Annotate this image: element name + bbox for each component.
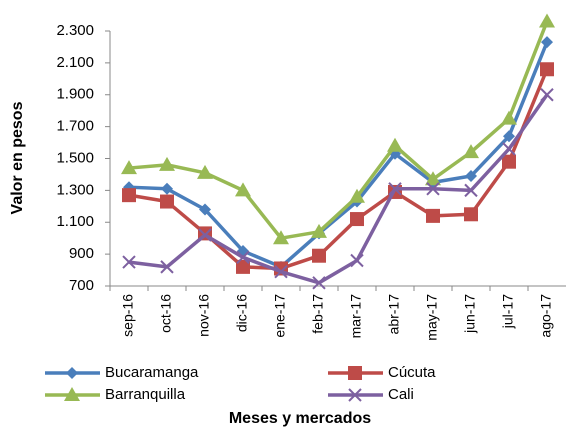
- y-tick-label: 1.900: [56, 86, 94, 103]
- x-tick-label: may-17: [424, 294, 440, 341]
- point: [121, 160, 137, 175]
- legend-label: Bucaramanga: [105, 364, 199, 381]
- legend-marker: [64, 387, 80, 401]
- x-tick-label: nov-16: [196, 294, 212, 337]
- point: [236, 250, 250, 265]
- y-tick-label: 2.100: [56, 54, 94, 71]
- point: [426, 182, 440, 196]
- point: [274, 264, 288, 279]
- point: [159, 156, 175, 171]
- point: [425, 171, 441, 186]
- point: [312, 276, 326, 290]
- y-tick-label: 900: [69, 245, 94, 262]
- series-line: [128, 41, 549, 269]
- legend-label: Cúcuta: [388, 364, 436, 381]
- point: [199, 203, 211, 216]
- point: [160, 260, 174, 274]
- series-line: [128, 20, 549, 240]
- x-tick-label: mar-17: [348, 294, 364, 339]
- x-tick-label: jul-17: [500, 294, 516, 329]
- point: [465, 170, 477, 183]
- x-tick-label: oct-16: [158, 294, 174, 333]
- x-tick-label: jun-17: [462, 294, 478, 334]
- point: [502, 142, 516, 156]
- x-tick-label: dic-16: [234, 294, 250, 332]
- point: [541, 36, 553, 49]
- point: [539, 13, 555, 28]
- point: [387, 137, 403, 152]
- point: [161, 182, 173, 195]
- y-tick-label: 1.500: [56, 149, 94, 166]
- point: [540, 62, 554, 77]
- x-tick-label: abr-17: [386, 294, 402, 335]
- legend-label: Barranquilla: [105, 386, 186, 403]
- point: [350, 253, 364, 268]
- point: [503, 130, 515, 143]
- point: [273, 230, 289, 245]
- legend-marker: [348, 366, 362, 380]
- x-tick-label: ene-17: [272, 294, 288, 338]
- y-tick-label: 1.100: [56, 213, 94, 230]
- y-tick-label: 1.700: [56, 118, 94, 135]
- point: [198, 228, 212, 242]
- legend-label: Cali: [388, 386, 414, 403]
- series-line: [128, 93, 549, 285]
- point: [235, 182, 251, 197]
- x-axis-title: Meses y mercados: [229, 410, 371, 427]
- point: [312, 248, 326, 263]
- point: [464, 183, 478, 198]
- point: [501, 110, 517, 125]
- point: [540, 88, 554, 102]
- y-axis-title: Valor en pesos: [9, 101, 26, 214]
- y-tick-label: 2.300: [56, 22, 94, 39]
- legend-marker: [348, 388, 362, 402]
- point: [426, 208, 440, 223]
- point: [349, 188, 365, 203]
- point: [350, 212, 364, 227]
- y-tick-label: 700: [69, 277, 94, 294]
- point: [160, 194, 174, 209]
- y-tick-label: 1.300: [56, 181, 94, 198]
- point: [502, 154, 516, 169]
- point: [197, 164, 213, 179]
- point: [311, 223, 327, 238]
- point: [122, 188, 136, 203]
- x-tick-label: feb-17: [310, 294, 326, 334]
- point: [464, 207, 478, 222]
- x-tick-label: sep-16: [120, 294, 136, 337]
- x-tick-label: ago-17: [538, 294, 554, 338]
- point: [463, 144, 479, 159]
- point: [122, 255, 136, 269]
- legend-marker: [66, 367, 78, 379]
- point: [236, 259, 250, 274]
- point: [388, 182, 402, 196]
